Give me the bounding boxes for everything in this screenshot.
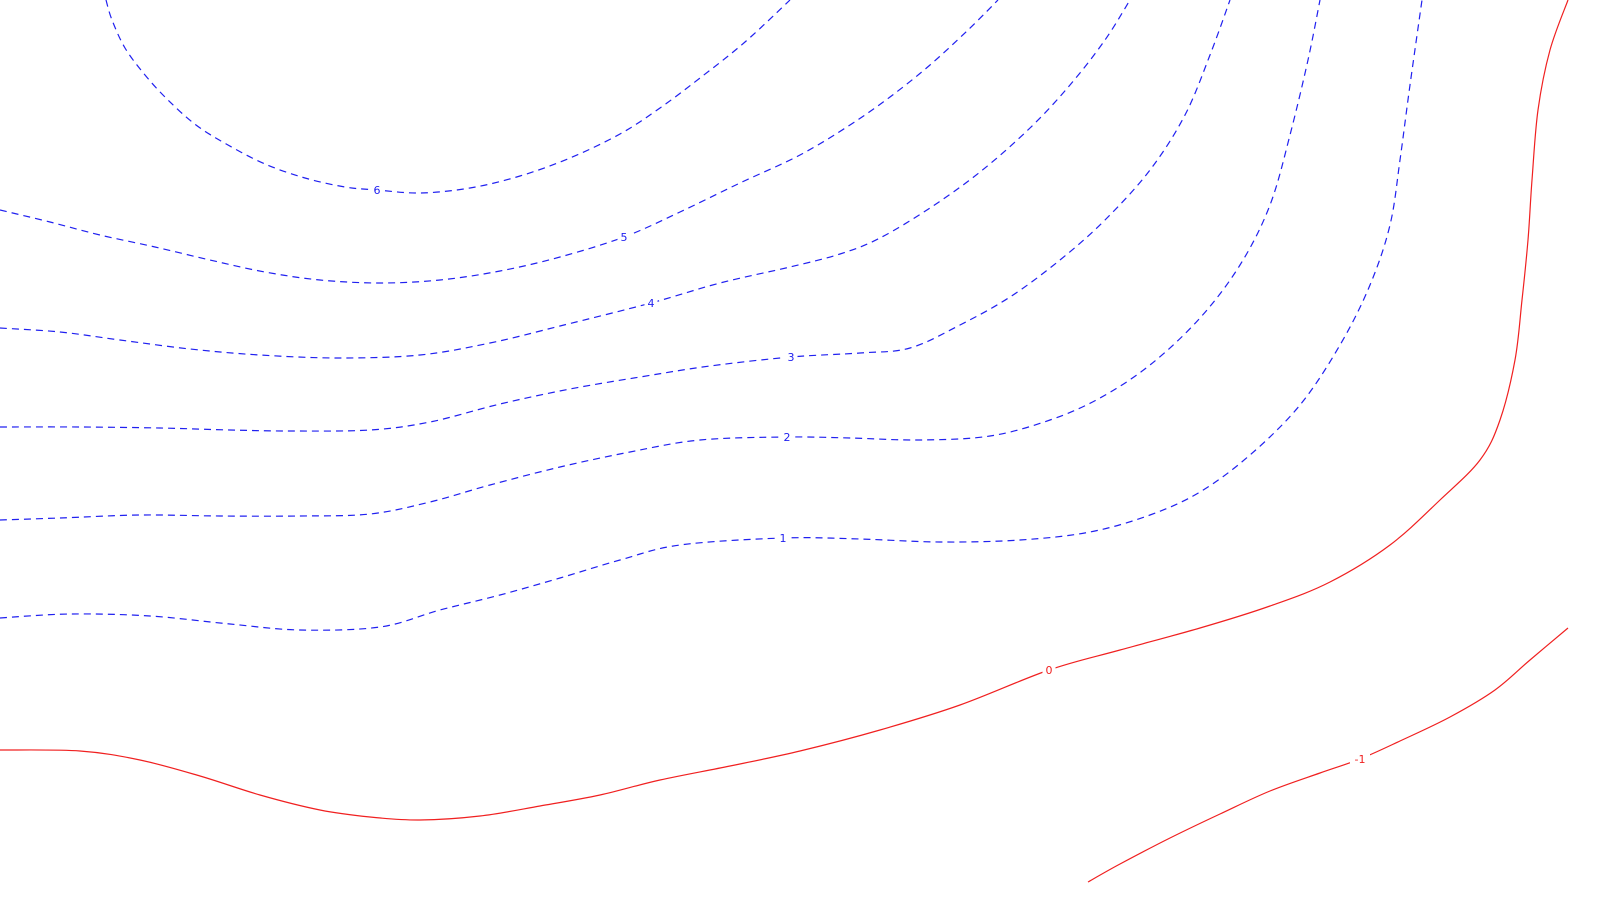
- contour-line-level-6: [105, 0, 791, 194]
- contour-label-level-6: 6: [374, 184, 381, 197]
- contour-label-gap: [1350, 752, 1370, 766]
- contour-lines: [0, 0, 1569, 883]
- contour-line-level-2: [0, 0, 1321, 521]
- contour-label-gap: [1042, 663, 1056, 677]
- contour-label-level-3: 3: [788, 351, 795, 364]
- contour-label-gap: [617, 230, 631, 244]
- contour-label-level-1: 1: [780, 532, 787, 545]
- contour-label-level-neg1: -1: [1355, 753, 1366, 766]
- contour-label-gap: [370, 183, 384, 197]
- contour-label-level-4: 4: [648, 297, 655, 310]
- contour-line-level-neg1: [1087, 627, 1569, 883]
- contour-label-level-2: 2: [784, 431, 791, 444]
- contour-line-level-3: [0, 0, 1231, 432]
- contour-label-gap: [776, 531, 790, 545]
- contour-label-gap: [780, 430, 794, 444]
- contour-line-level-1: [0, 0, 1423, 631]
- contour-label-gap: [784, 350, 798, 364]
- contour-label-level-0: 0: [1046, 664, 1053, 677]
- contour-label-level-5: 5: [621, 231, 628, 244]
- contour-line-level-0: [0, 0, 1569, 821]
- contour-labels: 6 5 4 3 2 1 0 -1: [370, 183, 1370, 766]
- contour-label-gap: [644, 296, 658, 310]
